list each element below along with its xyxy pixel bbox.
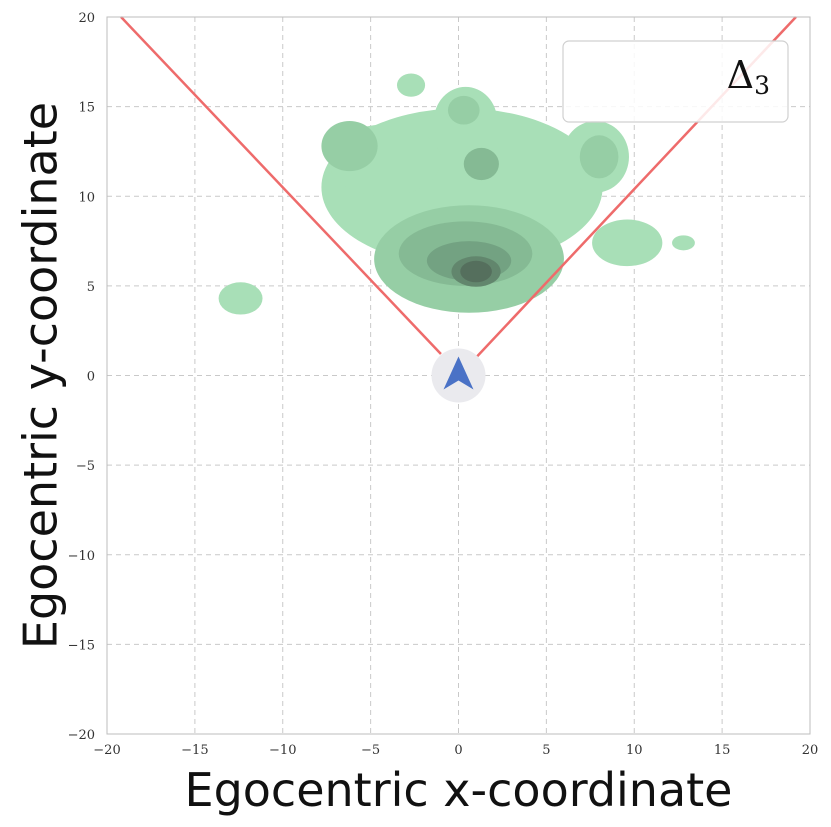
- y-axis-label: Egocentric y-coordinate: [14, 102, 68, 649]
- y-tick-label: 0: [87, 370, 95, 385]
- x-tick-label: −5: [361, 743, 380, 758]
- density-blob: [447, 95, 480, 125]
- x-tick-label: 20: [802, 743, 819, 758]
- y-tick-label: 5: [87, 280, 95, 295]
- density-contours: [218, 73, 695, 315]
- legend-label: Δ3: [727, 53, 770, 100]
- x-tick-label: 5: [542, 743, 550, 758]
- y-tick-label: 20: [78, 11, 95, 26]
- y-tick-label: −15: [68, 638, 95, 653]
- density-blob: [321, 120, 378, 172]
- x-axis-label: Egocentric x-coordinate: [185, 763, 733, 817]
- x-tick-label: −10: [269, 743, 296, 758]
- legend: Δ3: [562, 40, 789, 123]
- x-tick-label: 15: [714, 743, 731, 758]
- x-tick-labels: −20 −15 −10 −5 0 5 10 15 20: [93, 743, 818, 758]
- density-blob: [396, 73, 426, 97]
- density-blob: [592, 219, 663, 267]
- y-tick-label: 15: [78, 101, 95, 116]
- cone-line: [120, 16, 442, 355]
- density-blob: [672, 235, 695, 251]
- y-tick-label: 10: [78, 190, 95, 205]
- agent-marker: [431, 348, 486, 403]
- plot-frame: [106, 16, 811, 735]
- legend-subscript: 3: [754, 71, 770, 100]
- legend-box: [562, 40, 789, 123]
- y-tick-label: −10: [68, 549, 95, 564]
- x-tick-label: −15: [181, 743, 208, 758]
- y-tick-labels: −20 −15 −10 −5 0 5 10 15 20: [68, 11, 95, 743]
- density-blob: [460, 260, 492, 283]
- legend-symbol: Δ: [727, 53, 754, 97]
- density-blob: [218, 282, 263, 315]
- x-tick-label: 0: [454, 743, 462, 758]
- density-blob: [463, 147, 499, 181]
- agent-arrow-icon: [443, 356, 474, 390]
- density-blob: [579, 135, 619, 179]
- x-tick-label: 10: [626, 743, 643, 758]
- y-tick-label: −5: [76, 459, 95, 474]
- y-tick-label: −20: [68, 728, 95, 743]
- x-tick-label: −20: [93, 743, 120, 758]
